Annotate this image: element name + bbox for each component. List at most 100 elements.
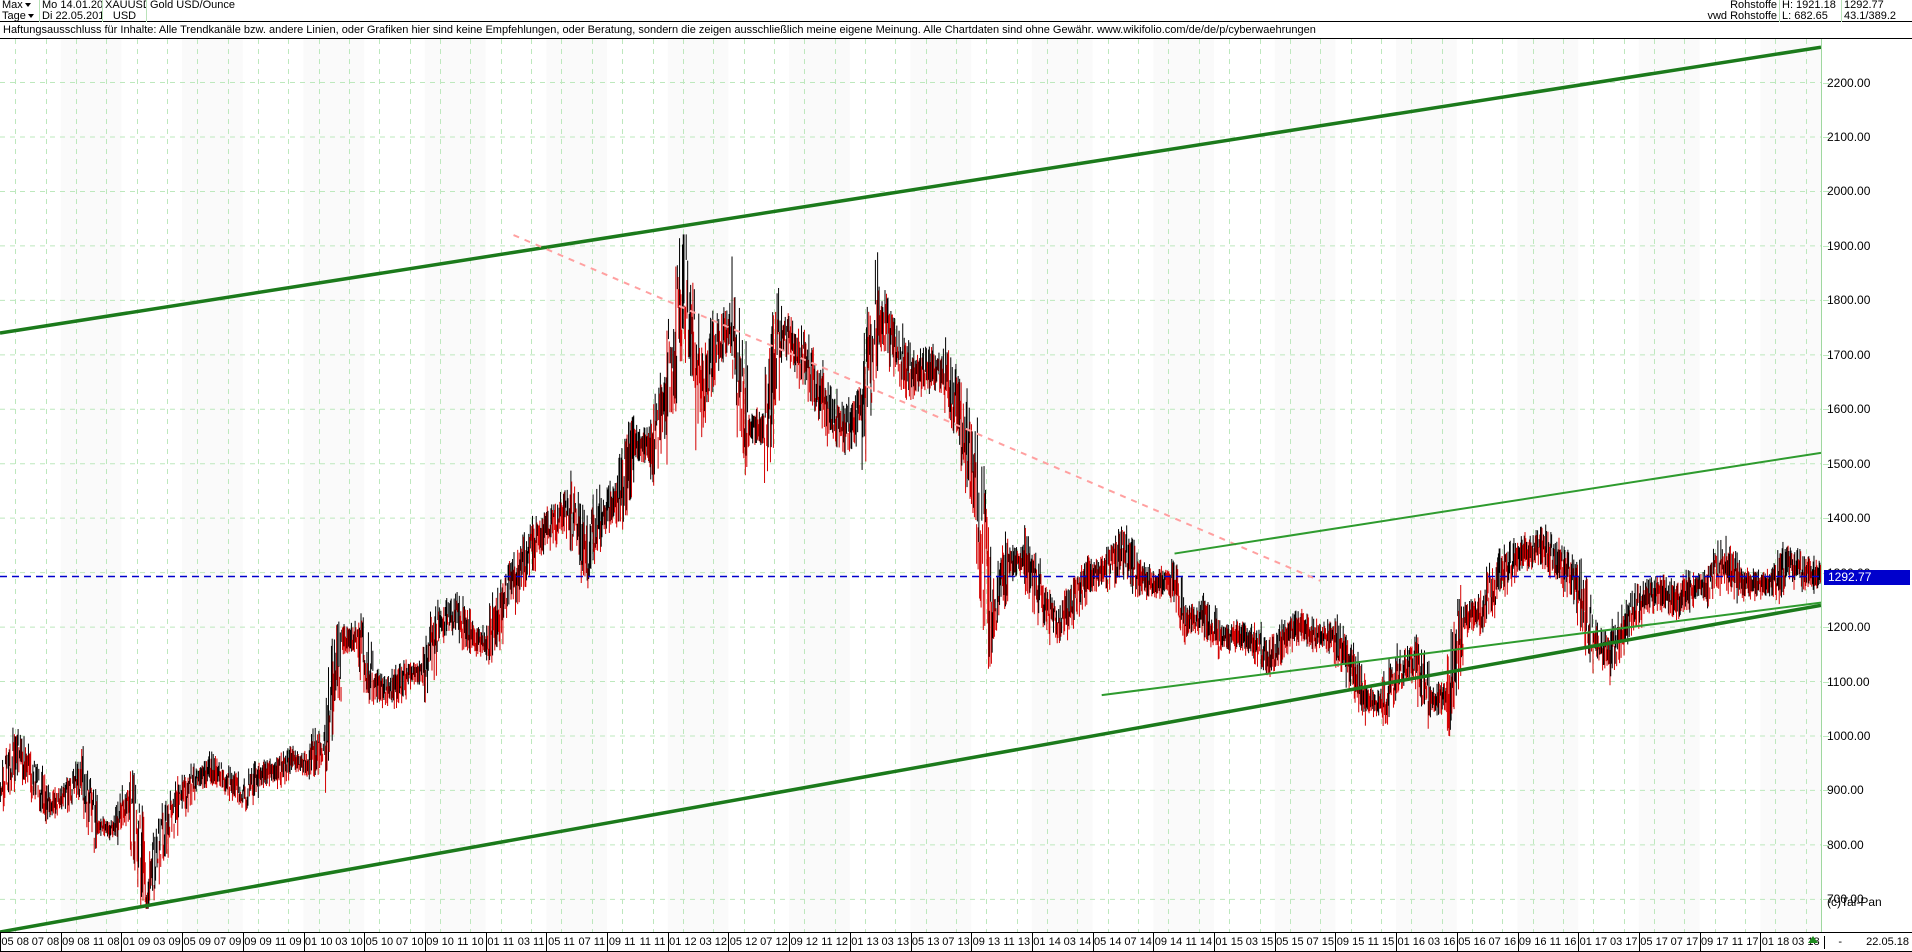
time-axis-tick: 09 11: [608, 936, 636, 948]
date-range-cell[interactable]: Mo 14.01.2008 Di 22.05.2018: [40, 0, 103, 22]
time-axis-tick: 01 12: [669, 936, 697, 948]
price-axis-tick: 1900.00: [1827, 238, 1871, 253]
time-axis-separator: [425, 933, 426, 951]
time-axis-tick: 03 09: [153, 936, 181, 948]
price-axis-tick: 1400.00: [1827, 511, 1871, 526]
time-axis-separator: [1578, 933, 1579, 951]
interval-label: Tage: [2, 11, 26, 22]
price-axis-tick: 800.00: [1827, 837, 1864, 852]
price-axis-tick: 2100.00: [1827, 130, 1871, 144]
time-axis-tick: 05 08: [1, 936, 29, 948]
time-axis-separator: [546, 933, 547, 951]
time-axis-tick: 09 16: [1518, 936, 1547, 948]
time-axis-tick: 03 16: [1427, 936, 1456, 948]
copyright-watermark: (c)Tai-Pan: [1827, 895, 1882, 909]
time-axis-tick: 01 17: [1579, 936, 1608, 948]
time-axis-tick: 09 14: [1154, 936, 1183, 948]
symbol-currency: USD: [112, 11, 137, 22]
price-axis-tick-mark: [1823, 627, 1829, 629]
time-axis-tick: 07 14: [1124, 936, 1152, 948]
price-axis-tick: 1000.00: [1827, 728, 1871, 743]
time-axis-tick: 07 08: [31, 936, 60, 948]
time-axis-tick: 09 12: [790, 936, 819, 948]
time-axis-tick: 05 15: [1276, 936, 1304, 948]
time-axis-tick: 03 17: [1609, 936, 1638, 948]
high-low-cell: H: 1921.18 L: 682.65: [1780, 0, 1842, 22]
price-plot-area[interactable]: [0, 39, 1822, 932]
time-axis-separator: [1396, 933, 1397, 951]
time-axis-tick: 11 14: [1185, 936, 1213, 948]
minor-rising-upper: [1174, 451, 1821, 555]
time-axis-separator: [1275, 933, 1276, 951]
price-axis-tick-mark: [1823, 790, 1829, 792]
symbol-cell[interactable]: XAUUSD USD: [103, 0, 147, 22]
period-low: L: 682.65: [1782, 11, 1828, 22]
rising-channel-upper: [0, 45, 1821, 335]
time-axis-separator: [668, 933, 669, 951]
disclaimer-text: Haftungsausschluss für Inhalte: Alle Tre…: [3, 24, 1316, 36]
time-axis-separator: [728, 933, 729, 951]
time-axis-separator: [850, 933, 851, 951]
price-axis-tick-mark: [1823, 844, 1829, 846]
range-interval-selector[interactable]: Max Tage: [0, 0, 40, 22]
price-axis-tick-mark: [1823, 191, 1829, 193]
time-axis-tick: 01 16: [1397, 936, 1426, 948]
time-axis[interactable]: - 22.05.18 05 08 07 08 09 08 11 08 01 09 03 0…: [0, 932, 1912, 952]
time-axis-tick: 05 14: [1094, 936, 1122, 948]
time-axis-tick: 07 11: [578, 936, 606, 948]
time-axis-tick: 09 13: [972, 936, 1001, 948]
period-high: H: 1921.18: [1782, 0, 1836, 11]
time-axis-separator: [1457, 933, 1458, 951]
chevron-down-icon[interactable]: [24, 2, 31, 7]
chevron-down-icon[interactable]: [27, 13, 34, 18]
price-axis-tick-mark: [1823, 681, 1829, 683]
interval-dropdown[interactable]: Tage: [0, 11, 39, 22]
axis-end-date: 22.05.18: [1824, 936, 1912, 949]
time-axis-tick: 01 11: [487, 936, 515, 948]
price-axis[interactable]: 700.00 800.00 900.00 1000.00 1100.00 1200.00 1…: [1823, 39, 1912, 932]
asset-group-cell: Rohstoffe vwd Rohstoffe: [1697, 0, 1780, 22]
price-axis-tick-mark: [1823, 735, 1829, 737]
time-axis-tick: 07 15: [1306, 936, 1334, 948]
time-axis-separator: [789, 933, 790, 951]
date-to: Di 22.05.2018: [42, 11, 102, 22]
scroll-position-marker[interactable]: [1808, 936, 1818, 943]
time-axis-tick: 05 13: [911, 936, 940, 948]
asset-group: Rohstoffe: [1730, 0, 1777, 11]
time-axis-tick: 05 17: [1640, 936, 1668, 948]
price-axis-tick-mark: [1823, 82, 1829, 84]
time-axis-separator: [61, 933, 62, 951]
time-axis-separator: [0, 933, 1, 951]
minor-rising-lower: [1101, 601, 1821, 697]
range-dropdown[interactable]: Max: [0, 0, 39, 11]
price-axis-tick: 1100.00: [1827, 674, 1870, 689]
time-axis-tick: 03 11: [517, 936, 545, 948]
ohlc-bars: [0, 234, 1821, 909]
time-axis-tick: 11 09: [274, 936, 302, 948]
time-axis-tick: 03 12: [699, 936, 727, 948]
time-axis-tick: 11 17: [1731, 936, 1759, 948]
price-axis-tick: 1200.00: [1827, 620, 1871, 635]
instrument-description-cell: Gold USD/Ounce: [147, 0, 1640, 22]
axis-dash: -: [1838, 936, 1842, 948]
last-price-value: 1292.77: [1844, 0, 1884, 11]
downtrend-resistance: [513, 234, 1321, 582]
time-axis-tick: 09 10: [426, 936, 454, 948]
time-axis-tick: 05 09: [183, 936, 212, 948]
price-axis-tick-mark: [1823, 354, 1829, 356]
time-axis-separator: [121, 933, 122, 951]
time-axis-separator: [486, 933, 487, 951]
time-axis-tick: 11 08: [92, 936, 120, 948]
price-axis-tick-mark: [1823, 409, 1829, 411]
range-label: Max: [2, 0, 23, 11]
time-axis-separator: [1153, 933, 1154, 951]
instrument-name: Gold USD/Ounce: [150, 0, 235, 11]
time-axis-tick: 07 16: [1488, 936, 1517, 948]
time-axis-tick: 09 08: [62, 936, 90, 948]
time-axis-tick: 01 09: [122, 936, 151, 948]
time-axis-separator: [304, 933, 305, 951]
last-price-badge: 1292.77: [1824, 569, 1910, 585]
price-axis-tick: 1600.00: [1827, 402, 1871, 417]
time-axis-separator: [1214, 933, 1215, 951]
